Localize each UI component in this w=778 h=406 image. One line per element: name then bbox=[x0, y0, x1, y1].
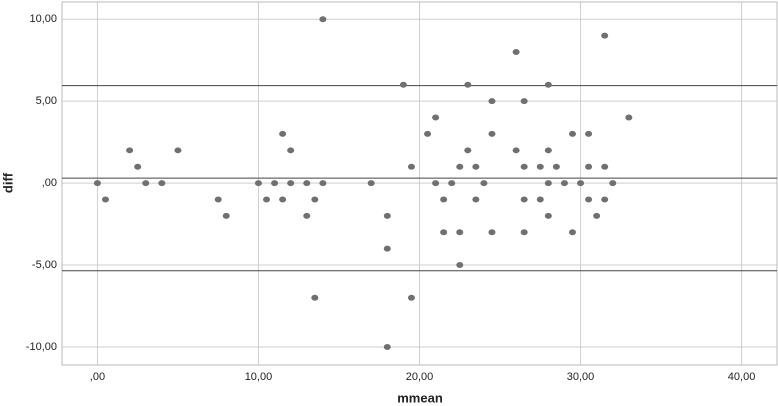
y-axis-title: diff bbox=[0, 172, 15, 193]
point bbox=[488, 98, 496, 105]
point bbox=[472, 163, 480, 170]
y-tick-label: -5,00 bbox=[32, 259, 57, 271]
x-tick-label: ,00 bbox=[90, 371, 105, 383]
point bbox=[520, 163, 528, 170]
point bbox=[520, 229, 528, 236]
point bbox=[593, 212, 601, 219]
point bbox=[585, 196, 593, 203]
point bbox=[142, 180, 150, 187]
y-tick-label: 10,00 bbox=[29, 13, 57, 25]
point bbox=[456, 163, 464, 170]
plot-frame bbox=[61, 1, 778, 366]
point bbox=[287, 147, 295, 154]
point bbox=[424, 130, 432, 137]
point bbox=[601, 32, 609, 39]
point bbox=[464, 147, 472, 154]
point bbox=[512, 147, 520, 154]
point bbox=[601, 163, 609, 170]
point bbox=[319, 180, 327, 187]
point bbox=[601, 196, 609, 203]
point bbox=[126, 147, 134, 154]
point bbox=[544, 147, 552, 154]
point bbox=[271, 180, 279, 187]
point bbox=[399, 81, 407, 88]
point bbox=[448, 180, 456, 187]
point bbox=[440, 196, 448, 203]
point bbox=[383, 343, 391, 350]
point bbox=[303, 180, 311, 187]
y-tick-label: 5,00 bbox=[36, 95, 57, 107]
point bbox=[560, 180, 568, 187]
point bbox=[311, 294, 319, 301]
point bbox=[456, 229, 464, 236]
point bbox=[214, 196, 222, 203]
x-axis-title: mmean bbox=[397, 390, 443, 405]
point bbox=[456, 262, 464, 269]
point bbox=[222, 212, 230, 219]
point bbox=[464, 81, 472, 88]
point bbox=[367, 180, 375, 187]
y-tick-label: ,00 bbox=[42, 177, 57, 189]
point bbox=[319, 16, 327, 23]
point bbox=[440, 229, 448, 236]
x-tick-label: 10,00 bbox=[245, 371, 273, 383]
point bbox=[577, 180, 585, 187]
point bbox=[544, 81, 552, 88]
point bbox=[552, 163, 560, 170]
point bbox=[480, 180, 488, 187]
y-tick-label: -10,00 bbox=[26, 341, 57, 353]
point bbox=[520, 98, 528, 105]
point bbox=[263, 196, 271, 203]
point bbox=[544, 212, 552, 219]
point bbox=[407, 294, 415, 301]
point bbox=[625, 114, 633, 121]
point bbox=[585, 163, 593, 170]
point bbox=[407, 163, 415, 170]
point bbox=[544, 180, 552, 187]
point bbox=[174, 147, 182, 154]
point bbox=[520, 196, 528, 203]
point bbox=[472, 196, 480, 203]
point bbox=[488, 130, 496, 137]
point bbox=[134, 163, 142, 170]
point bbox=[383, 212, 391, 219]
point bbox=[432, 114, 440, 121]
point bbox=[303, 212, 311, 219]
point bbox=[536, 163, 544, 170]
point bbox=[512, 48, 520, 55]
x-tick-label: 40,00 bbox=[728, 371, 756, 383]
point bbox=[609, 180, 617, 187]
x-tick-label: 30,00 bbox=[567, 371, 595, 383]
point bbox=[585, 130, 593, 137]
point bbox=[287, 180, 295, 187]
point bbox=[568, 130, 576, 137]
point bbox=[488, 229, 496, 236]
point bbox=[93, 180, 101, 187]
point bbox=[568, 229, 576, 236]
point bbox=[279, 130, 287, 137]
point bbox=[279, 196, 287, 203]
x-tick-label: 20,00 bbox=[406, 371, 434, 383]
point bbox=[158, 180, 166, 187]
point bbox=[536, 196, 544, 203]
point bbox=[383, 245, 391, 252]
point bbox=[311, 196, 319, 203]
point bbox=[101, 196, 109, 203]
point bbox=[432, 180, 440, 187]
point bbox=[254, 180, 262, 187]
